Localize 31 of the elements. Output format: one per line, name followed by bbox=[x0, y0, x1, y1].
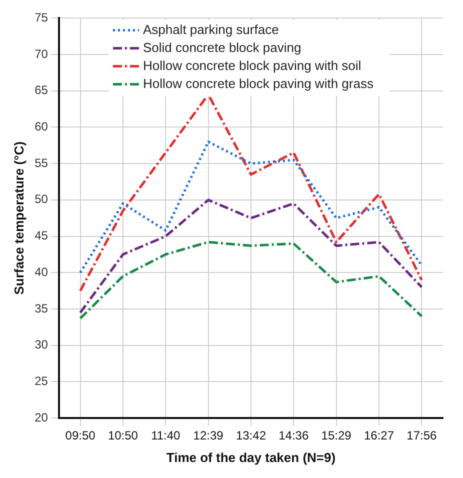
y-tick-label: 45 bbox=[34, 228, 48, 243]
x-tick-label: 16:27 bbox=[364, 428, 394, 443]
y-tick-label: 25 bbox=[34, 374, 48, 388]
y-tick-label: 70 bbox=[34, 46, 48, 61]
y-tick-label: 75 bbox=[34, 10, 48, 25]
y-axis-title: Surface temperature (°C) bbox=[11, 141, 26, 295]
y-tick-label: 40 bbox=[34, 264, 48, 279]
legend-label: Hollow concrete block paving with soil bbox=[142, 58, 362, 73]
legend-label: Solid concrete block paving bbox=[142, 40, 302, 55]
x-tick-label: 15:29 bbox=[321, 428, 352, 443]
x-tick-label: 10:50 bbox=[108, 428, 138, 443]
y-tick-label: 30 bbox=[34, 338, 48, 352]
y-tick-label: 55 bbox=[34, 156, 48, 170]
line-series bbox=[79, 240, 423, 320]
x-tick-label: 11:40 bbox=[151, 428, 181, 443]
y-tick-label: 60 bbox=[34, 120, 48, 134]
x-tick-label: 13:42 bbox=[236, 428, 266, 443]
legend-label: Asphalt parking surface bbox=[142, 22, 279, 37]
x-tick-label: 17:56 bbox=[406, 428, 438, 443]
y-tick-label: 65 bbox=[34, 83, 48, 98]
y-tick-label: 35 bbox=[34, 301, 48, 316]
line-series bbox=[79, 93, 423, 292]
legend-label: Hollow concrete block paving with grass bbox=[142, 76, 374, 91]
x-tick-label: 12:39 bbox=[193, 428, 224, 443]
y-tick-label: 20 bbox=[34, 410, 48, 424]
x-axis-title: Time of the day taken (N=9) bbox=[166, 450, 336, 465]
line-series bbox=[79, 140, 423, 274]
x-tick-label: 09:50 bbox=[65, 428, 96, 443]
x-tick-label: 14:36 bbox=[278, 428, 309, 443]
y-tick-label: 50 bbox=[34, 192, 48, 206]
line-series bbox=[79, 198, 423, 314]
